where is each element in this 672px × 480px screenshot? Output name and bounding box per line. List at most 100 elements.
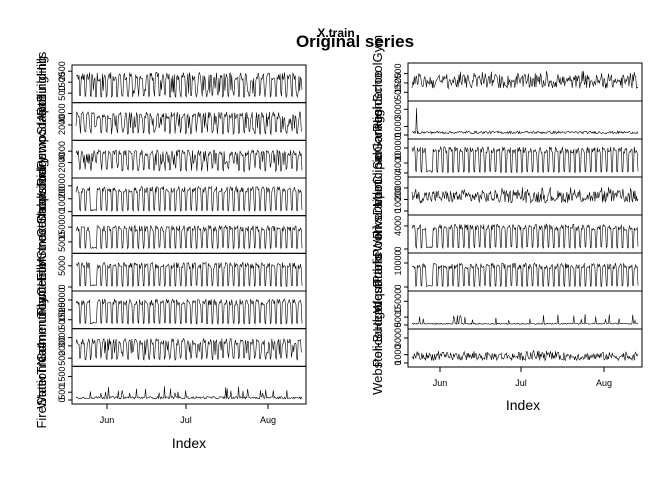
y-tick-label: 0 <box>393 284 403 289</box>
series-name-label: RollingHills <box>34 51 49 116</box>
series-line-PoliceHeadquarters <box>411 314 639 326</box>
y-tick-label: 2500 <box>393 64 403 84</box>
y-tick-label: 10000 <box>393 250 403 275</box>
x-tick-label: Aug <box>596 378 612 388</box>
series-name-label: PoliceHeadquarters <box>370 252 385 367</box>
y-tick-label: 2500 <box>57 61 67 81</box>
series-line-WaterTreatmentPlant <box>75 337 303 361</box>
y-tick-label: 0 <box>393 170 403 175</box>
x-axis-label: Index <box>506 397 540 413</box>
y-tick-label: 0 <box>393 322 403 327</box>
y-tick-label: 15000 <box>57 215 67 240</box>
series-line-ElmStreetShops <box>75 224 303 250</box>
panel-frame <box>407 328 643 368</box>
y-tick-label: 25000 <box>57 287 67 312</box>
y-tick-label: 5000 <box>393 307 403 327</box>
x-axis-label: Index <box>172 435 206 451</box>
series-name-label: SeniorResidence <box>370 70 385 169</box>
y-tick-label: 4000 <box>393 153 403 173</box>
series-line-WestParkPool <box>411 262 639 288</box>
y-tick-label: 10000 <box>57 186 67 211</box>
y-tick-label: 5000 <box>57 256 67 276</box>
y-tick-label: 0 <box>57 284 67 289</box>
series-name-label: ElmStreetShops <box>34 187 49 281</box>
x-tick-label: Jun <box>100 415 115 425</box>
series-line-RollingHills <box>75 71 303 99</box>
series-line-FireStationNo4 <box>75 386 303 400</box>
panel-PublicWorksDepot: 0 4000 PublicWorksDepot <box>370 180 643 287</box>
y-tick-label: 2000 <box>57 336 67 356</box>
x-tick-label: Jul <box>515 378 527 388</box>
series-line-PublicWorksDepot <box>411 223 639 250</box>
y-tick-label: 1000 <box>393 116 403 136</box>
x-tick-label: Jul <box>180 415 192 425</box>
series-line-CentralLibrary <box>75 185 303 212</box>
y-tick-label: 1500 <box>57 367 67 387</box>
panel-column-right: 50015002500HighSchoolGym010003000SeniorR… <box>370 35 643 413</box>
y-tick-label: 5000 <box>57 310 67 330</box>
y-tick-label: 5000 <box>57 232 67 252</box>
y-tick-label: 3000 <box>393 328 403 348</box>
y-tick-label: 500 <box>57 351 67 366</box>
y-tick-label: 3000 <box>57 328 67 348</box>
y-tick-label: 10000 <box>393 187 403 212</box>
x-tick-label: Aug <box>260 415 276 425</box>
y-tick-label: 3000 <box>393 99 403 119</box>
series-name-label: HighSchoolGym <box>370 35 385 129</box>
panel-frame <box>407 62 643 102</box>
series-line-RidgewoodAptBuilding <box>75 111 303 136</box>
y-tick-label: 10000 <box>393 135 403 160</box>
series-line-HighSchoolGym <box>411 71 639 90</box>
y-tick-label: 1000 <box>393 345 403 365</box>
y-tick-label: 500 <box>57 86 67 101</box>
series-name-label: FireStationNo4 <box>34 342 49 429</box>
y-tick-label: 0 <box>393 208 403 213</box>
y-tick-label: 0 <box>393 360 403 365</box>
series-name-label: WestParkPool <box>370 231 385 313</box>
panel-TownHallAnnex: 0 5000 TownHallAnnex <box>34 227 307 317</box>
series-line-CommunityCenter <box>75 298 303 325</box>
series-name-label: MunicipalGarage <box>370 109 385 207</box>
y-tick-label: 4000 <box>57 103 67 123</box>
y-tick-label: 20000 <box>393 175 403 200</box>
series-name-label: CommunityCenter <box>34 257 49 362</box>
y-tick-label: 0 <box>57 397 67 402</box>
series-name-label: WaterTreatmentPlant <box>34 286 49 409</box>
y-tick-label: 20000 <box>57 173 67 198</box>
y-tick-label: 0 <box>57 209 67 214</box>
series-name-label: RiversideClinic <box>370 153 385 239</box>
x-tick-label: Jun <box>433 378 448 388</box>
y-tick-label: 0 <box>393 246 403 251</box>
x-axis: Jun Jul Aug Index <box>100 403 276 451</box>
chart-subtitle: X.train <box>317 26 354 40</box>
y-tick-label: 1500 <box>57 72 67 92</box>
series-line-TownHallAnnex <box>75 261 303 288</box>
y-tick-label: 1500 <box>393 73 403 93</box>
x-axis: Jun Jul Aug Index <box>433 366 612 413</box>
y-tick-label: 2000 <box>57 115 67 135</box>
series-name-label: Webster-Budget <box>370 301 385 395</box>
panel-group: 50015002500RollingHills20004000Ridgewood… <box>34 35 643 451</box>
series-name-label: TownHallAnnex <box>34 227 49 317</box>
y-tick-label: 15000 <box>393 289 403 314</box>
y-tick-label: 15000 <box>57 297 67 322</box>
y-tick-label: 500 <box>57 385 67 400</box>
y-tick-label: 4000 <box>57 141 67 161</box>
panel-frame <box>71 139 307 179</box>
series-name-label: CentralLibrary <box>34 156 49 238</box>
y-tick-label: 500 <box>393 85 403 100</box>
chart-title: Original series <box>296 32 414 51</box>
y-tick-label: 4000 <box>393 216 403 236</box>
